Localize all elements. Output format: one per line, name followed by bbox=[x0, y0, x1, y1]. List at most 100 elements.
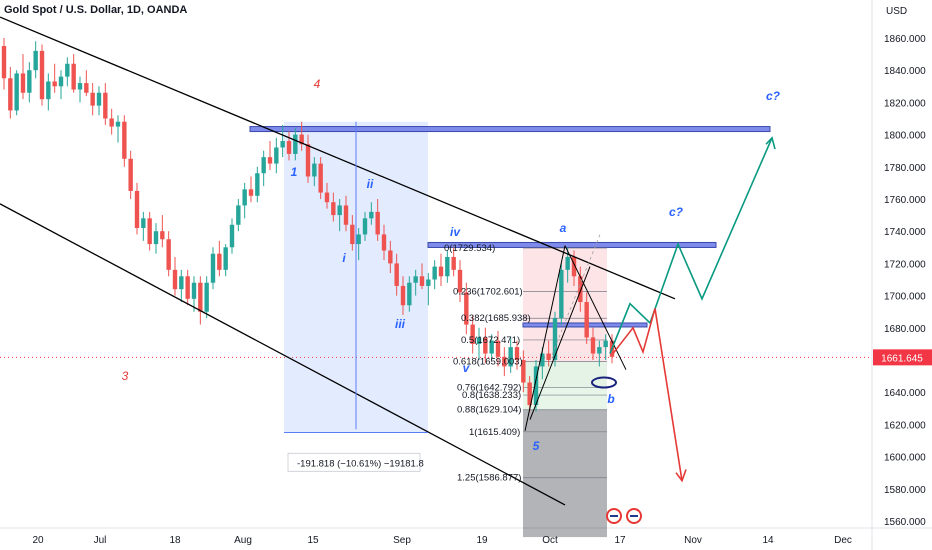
candle-body bbox=[565, 256, 570, 270]
channel-upper-line bbox=[0, 16, 676, 300]
fib-level-label: 1(1615.409) bbox=[469, 427, 520, 438]
candle-body bbox=[419, 276, 425, 286]
fib-level-label: 0.88(1629.104) bbox=[457, 405, 521, 416]
wave-label: 1 bbox=[291, 165, 298, 179]
x-tick-label: Jul bbox=[94, 535, 107, 546]
candle-body bbox=[470, 324, 475, 344]
wave-label: 3 bbox=[122, 369, 129, 383]
candle-body bbox=[103, 92, 108, 119]
candle-body bbox=[286, 141, 292, 154]
candle-body bbox=[388, 250, 393, 264]
candle-body bbox=[483, 337, 488, 354]
price-tag-label: 1661.645 bbox=[881, 353, 923, 364]
candle-body bbox=[217, 253, 222, 270]
fib-level-label: 0.76(1642.792) bbox=[457, 383, 521, 394]
fib-level-label: 0.236(1702.601) bbox=[453, 286, 523, 297]
measure-label-box bbox=[287, 452, 421, 472]
candle-body bbox=[204, 282, 209, 312]
chart-title: Gold Spot / U.S. Dollar, 1D, OANDA bbox=[4, 4, 188, 16]
candle-body bbox=[584, 302, 589, 338]
projection-bullish-arrowhead bbox=[765, 136, 776, 150]
fib-level-label: 0(1729.534) bbox=[444, 243, 495, 254]
y-tick-label: 1640.000 bbox=[884, 388, 926, 399]
candle-body bbox=[58, 76, 64, 87]
x-tick-label: Sep bbox=[393, 535, 411, 546]
candle-body bbox=[141, 218, 146, 228]
fib-zone-green bbox=[523, 387, 607, 410]
wave-label: b bbox=[607, 392, 614, 406]
y-tick-label: 1780.000 bbox=[884, 163, 926, 174]
candle-body bbox=[407, 282, 412, 306]
x-tick-label: 17 bbox=[614, 535, 626, 546]
candle-body bbox=[134, 190, 140, 228]
projection-bearish-arrowhead bbox=[675, 469, 687, 483]
wave-label: iii bbox=[395, 317, 406, 331]
x-tick-label: 20 bbox=[32, 535, 44, 546]
candle-body bbox=[457, 269, 463, 293]
projection-bullish bbox=[609, 137, 773, 354]
wedge-line bbox=[529, 266, 591, 420]
y-tick-label: 1700.000 bbox=[884, 292, 926, 303]
wave-label: c? bbox=[766, 89, 781, 103]
candle-body bbox=[293, 134, 298, 154]
candle-body bbox=[324, 192, 330, 203]
candle-body bbox=[236, 205, 241, 225]
x-tick-label: 15 bbox=[307, 535, 319, 546]
candle-body bbox=[381, 234, 387, 251]
candle-body bbox=[514, 347, 520, 360]
x-tick-label: 14 bbox=[762, 535, 774, 546]
price-tag bbox=[873, 349, 932, 366]
candle-body bbox=[495, 340, 501, 357]
candle-body bbox=[559, 269, 564, 319]
y-tick-label: 1840.000 bbox=[884, 66, 926, 77]
candle-body bbox=[362, 218, 368, 235]
projection-bearish bbox=[612, 308, 683, 481]
candle-body bbox=[331, 202, 336, 216]
fib-level-label: 0.8(1638.233) bbox=[462, 390, 521, 401]
wave-label: 4 bbox=[314, 77, 321, 91]
candle-body bbox=[1, 46, 7, 79]
candle-body bbox=[198, 282, 203, 312]
resistance-box bbox=[249, 126, 771, 133]
candle-body bbox=[280, 141, 285, 148]
candle-body bbox=[90, 92, 95, 106]
candle-body bbox=[350, 224, 355, 245]
candle-body bbox=[546, 353, 551, 360]
candle-body bbox=[210, 253, 216, 283]
candle-body bbox=[223, 247, 228, 270]
candle-body bbox=[71, 63, 76, 90]
candle-body bbox=[248, 189, 254, 196]
candle-body bbox=[299, 134, 304, 145]
candle-body bbox=[527, 382, 532, 406]
candle-body bbox=[8, 78, 13, 111]
candle-body bbox=[451, 256, 456, 270]
candle-body bbox=[356, 234, 361, 245]
candle-body bbox=[52, 81, 57, 87]
wedge-line bbox=[524, 245, 566, 431]
candle-body bbox=[191, 282, 197, 299]
candle-body bbox=[312, 163, 317, 177]
candle-body bbox=[115, 121, 121, 127]
candle-body bbox=[413, 276, 418, 283]
candle-body bbox=[65, 63, 70, 77]
candle-body bbox=[540, 353, 545, 367]
candle-body bbox=[502, 356, 507, 367]
candle-body bbox=[242, 189, 247, 206]
candle-body bbox=[305, 144, 311, 177]
candle-body bbox=[369, 211, 374, 219]
x-tick-label: Aug bbox=[234, 535, 252, 546]
y-tick-label: 1800.000 bbox=[884, 131, 926, 142]
candle-body bbox=[426, 279, 431, 286]
wave-label: a bbox=[560, 221, 567, 235]
candle-body bbox=[255, 173, 260, 196]
x-tick-label: 19 bbox=[476, 535, 488, 546]
fib-level-label: 1.25(1586.877) bbox=[457, 473, 521, 484]
candle-body bbox=[20, 73, 26, 93]
candle-body bbox=[476, 337, 482, 344]
candle-body bbox=[533, 366, 539, 406]
candle-body bbox=[172, 269, 178, 290]
x-tick-label: 18 bbox=[169, 535, 181, 546]
candle-body bbox=[464, 292, 469, 325]
wave-label: c? bbox=[669, 205, 684, 219]
